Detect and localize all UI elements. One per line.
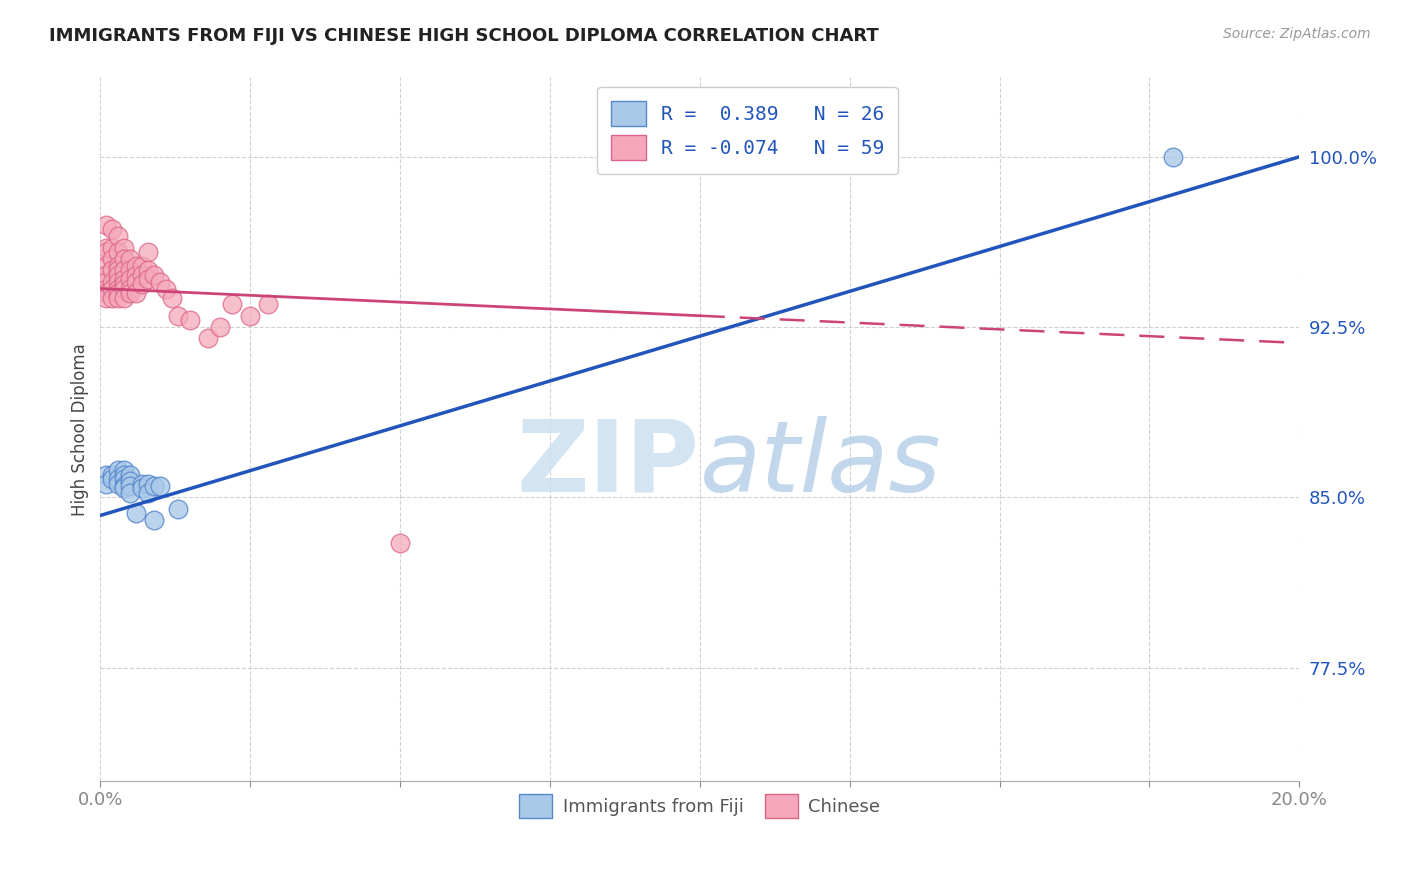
Point xyxy=(96,275,118,289)
Point xyxy=(107,476,129,491)
Point xyxy=(107,245,129,260)
Y-axis label: High School Diploma: High School Diploma xyxy=(72,343,89,516)
Point xyxy=(112,272,135,286)
Point xyxy=(120,485,142,500)
Text: IMMIGRANTS FROM FIJI VS CHINESE HIGH SCHOOL DIPLOMA CORRELATION CHART: IMMIGRANTS FROM FIJI VS CHINESE HIGH SCH… xyxy=(49,27,879,45)
Point xyxy=(125,506,148,520)
Point xyxy=(257,297,280,311)
Point xyxy=(125,268,148,282)
Point xyxy=(101,222,124,236)
Point xyxy=(112,463,135,477)
Point xyxy=(125,259,148,273)
Point xyxy=(107,286,129,301)
Point xyxy=(209,320,232,334)
Point xyxy=(120,272,142,286)
Point xyxy=(112,263,135,277)
Point xyxy=(107,291,129,305)
Point xyxy=(101,241,124,255)
Point xyxy=(112,481,135,495)
Point xyxy=(143,479,166,493)
Text: ZIP: ZIP xyxy=(517,416,700,513)
Point xyxy=(96,245,118,260)
Point xyxy=(120,263,142,277)
Point xyxy=(96,286,118,301)
Point xyxy=(120,252,142,266)
Point xyxy=(96,218,118,232)
Point xyxy=(107,275,129,289)
Point xyxy=(120,475,142,489)
Point xyxy=(221,297,243,311)
Point xyxy=(136,485,159,500)
Point xyxy=(125,275,148,289)
Point xyxy=(96,259,118,273)
Point xyxy=(112,472,135,486)
Point xyxy=(107,263,129,277)
Point xyxy=(120,286,142,301)
Point xyxy=(149,275,172,289)
Point xyxy=(120,281,142,295)
Point xyxy=(107,229,129,244)
Point xyxy=(112,291,135,305)
Point xyxy=(167,501,190,516)
Point xyxy=(101,291,124,305)
Point xyxy=(155,281,177,295)
Point xyxy=(136,263,159,277)
Point xyxy=(101,263,124,277)
Point xyxy=(112,277,135,291)
Point xyxy=(1163,150,1185,164)
Point xyxy=(131,268,153,282)
Point xyxy=(120,479,142,493)
Point xyxy=(131,476,153,491)
Point xyxy=(107,463,129,477)
Point xyxy=(96,268,118,282)
Point xyxy=(96,291,118,305)
Point xyxy=(107,472,129,486)
Point xyxy=(107,281,129,295)
Point xyxy=(197,331,219,345)
Point xyxy=(167,309,190,323)
Point xyxy=(120,467,142,482)
Point xyxy=(149,479,172,493)
Point xyxy=(112,479,135,493)
Text: Source: ZipAtlas.com: Source: ZipAtlas.com xyxy=(1223,27,1371,41)
Legend: Immigrants from Fiji, Chinese: Immigrants from Fiji, Chinese xyxy=(512,787,887,825)
Point xyxy=(101,472,124,486)
Point xyxy=(162,291,184,305)
Point xyxy=(136,272,159,286)
Point xyxy=(112,252,135,266)
Point xyxy=(131,277,153,291)
Point xyxy=(96,476,118,491)
Point xyxy=(131,259,153,273)
Point xyxy=(101,281,124,295)
Point xyxy=(112,281,135,295)
Text: atlas: atlas xyxy=(700,416,942,513)
Point xyxy=(112,241,135,255)
Point xyxy=(96,241,118,255)
Point xyxy=(131,481,153,495)
Point xyxy=(389,535,412,549)
Point xyxy=(136,245,159,260)
Point xyxy=(239,309,262,323)
Point xyxy=(143,268,166,282)
Point xyxy=(179,313,201,327)
Point xyxy=(112,467,135,482)
Point xyxy=(96,281,118,295)
Point xyxy=(101,275,124,289)
Point xyxy=(125,286,148,301)
Point xyxy=(107,259,129,273)
Point xyxy=(101,467,124,482)
Point xyxy=(136,476,159,491)
Point xyxy=(101,252,124,266)
Point xyxy=(96,467,118,482)
Point xyxy=(143,513,166,527)
Point xyxy=(107,268,129,282)
